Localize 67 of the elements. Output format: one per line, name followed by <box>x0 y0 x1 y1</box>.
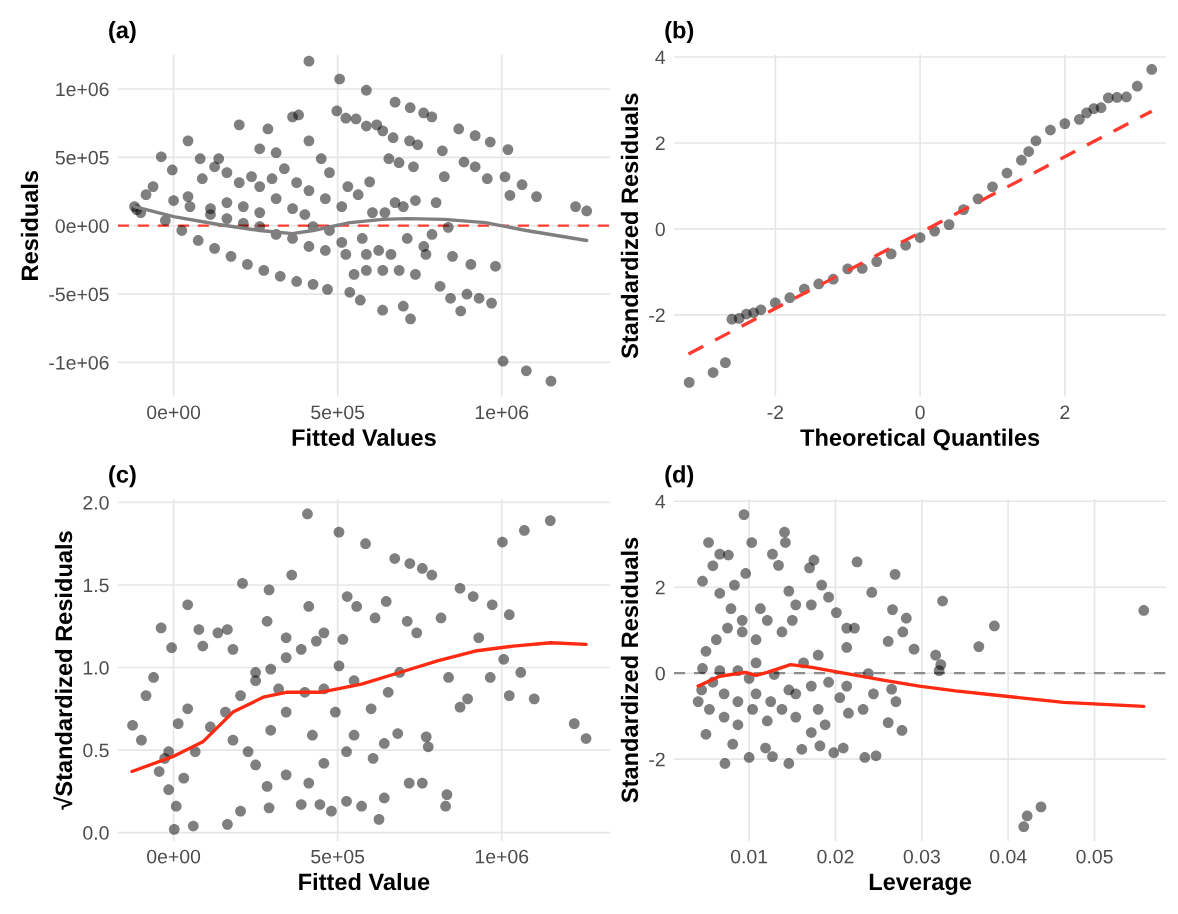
x-axis-title: Leverage <box>869 873 972 895</box>
x-tick-label: 5e+05 <box>311 849 365 864</box>
line-series <box>130 641 588 774</box>
point <box>720 357 731 369</box>
y-tick-label: 0 <box>655 222 665 237</box>
point <box>755 304 767 316</box>
x-tick-label: 1e+06 <box>475 849 529 864</box>
y-tick-label: -2 <box>649 752 665 767</box>
point <box>1111 92 1123 103</box>
x-tick-label: 0.02 <box>817 849 854 864</box>
x-tick-label: 0.04 <box>990 849 1027 864</box>
x-tick-label: 1e+06 <box>475 405 529 420</box>
y-tick-label: 4 <box>655 50 666 65</box>
x-tick-label: 0 <box>915 405 925 420</box>
chart-title: (a) <box>109 21 136 44</box>
y-tick-label: 2 <box>655 136 665 151</box>
chart-title: (b) <box>665 21 694 44</box>
y-tick-label: -5e+05 <box>49 287 109 302</box>
chart-title: (c) <box>109 465 136 488</box>
x-tick-label: 2 <box>1060 405 1070 420</box>
y-axis-title: √Standardized Residuals <box>53 531 73 810</box>
x-tick-label: 0.03 <box>903 849 940 864</box>
point <box>683 377 695 388</box>
y-tick-label: 2.0 <box>83 495 109 510</box>
y-tick-label: 1.5 <box>83 578 109 593</box>
point <box>987 181 998 193</box>
y-tick-label: 1e+06 <box>56 82 109 97</box>
x-axis-title: Fitted Values <box>292 428 436 446</box>
point <box>1059 118 1071 129</box>
y-axis-title: Residuals <box>20 170 39 280</box>
x-tick-label: -2 <box>767 405 784 420</box>
point <box>1095 102 1107 114</box>
x-tick-label: 5e+05 <box>311 405 365 420</box>
y-tick-label: 4 <box>655 494 666 509</box>
x-tick-label: 0.01 <box>730 849 768 864</box>
y-tick-label: 0.5 <box>83 743 109 758</box>
point <box>914 232 926 243</box>
y-tick-label: 2 <box>655 580 665 595</box>
y-tick-label: 0e+00 <box>55 219 109 233</box>
point <box>707 367 719 378</box>
y-tick-label: 1.0 <box>83 660 109 675</box>
point <box>1131 80 1143 92</box>
y-axis-title: Standardized Residuals <box>620 537 639 803</box>
point <box>1121 91 1132 103</box>
point <box>1073 113 1085 125</box>
point <box>1001 167 1013 179</box>
point <box>1045 124 1056 136</box>
y-tick-label: -2 <box>649 308 665 322</box>
y-tick-label: 0.0 <box>83 826 109 840</box>
point <box>1102 92 1114 104</box>
y-tick-label: 0 <box>655 666 665 681</box>
x-tick-label: 0e+00 <box>147 405 201 420</box>
y-tick-label: -1e+06 <box>49 355 109 370</box>
x-tick-label: 0.05 <box>1076 849 1113 864</box>
chart-title: (d) <box>665 465 694 488</box>
point <box>1023 146 1035 157</box>
x-tick-label: 0e+00 <box>147 849 201 864</box>
point <box>1030 135 1042 147</box>
point <box>784 292 796 304</box>
y-tick-label: 5e+05 <box>55 150 109 165</box>
point <box>871 256 883 267</box>
point <box>1146 64 1158 75</box>
point <box>943 219 955 231</box>
point <box>1016 154 1027 166</box>
x-axis-title: Theoretical Quantiles <box>800 428 1040 451</box>
x-axis-title: Fitted Value <box>299 872 430 891</box>
y-axis-title: Standardized Residuals <box>620 93 639 359</box>
